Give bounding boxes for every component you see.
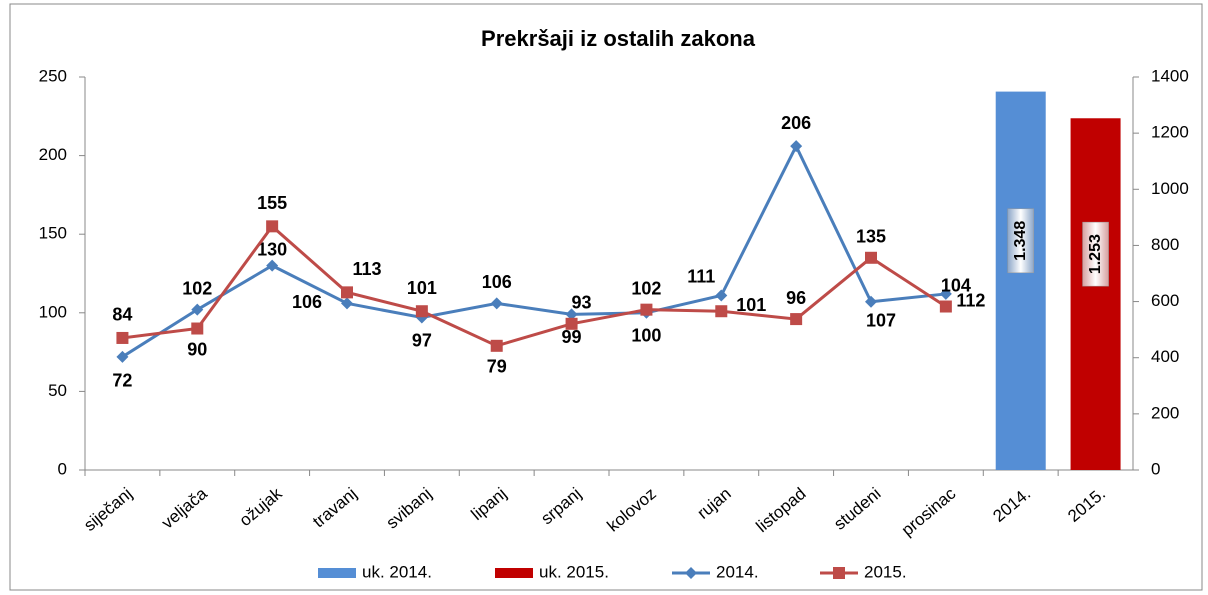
y-tick-label: 150 (39, 224, 67, 243)
marker (341, 286, 353, 299)
x-tick-label: ožujak (236, 484, 286, 530)
line (122, 224, 947, 348)
data-label: 106 (292, 292, 322, 312)
legend-swatch (495, 568, 533, 578)
y-tick-label: 200 (39, 145, 67, 164)
data-label: 101 (407, 278, 437, 298)
y2-tick-label: 1200 (1151, 123, 1189, 142)
data-label: 130 (257, 239, 287, 259)
marker (865, 295, 877, 308)
bar (995, 91, 1046, 471)
marker (565, 317, 578, 330)
marker (715, 305, 728, 318)
data-label: 107 (866, 311, 896, 331)
frame (9, 3, 1203, 591)
data-label: 112 (956, 291, 985, 311)
marker (490, 339, 503, 352)
x-tick-label: svibanj (383, 484, 436, 533)
data-label: 96 (786, 288, 806, 308)
data-label: 101 (736, 295, 766, 315)
x-tick-label: 2014. (989, 484, 1034, 526)
marker (191, 303, 204, 316)
data-label: 99 (562, 327, 582, 347)
legend-marker (685, 567, 697, 579)
marker (939, 300, 952, 313)
y-tick-label: 100 (39, 302, 67, 321)
marker (266, 259, 279, 272)
legend-label: uk. 2014. (362, 562, 432, 581)
legend-swatch (318, 568, 356, 578)
marker (865, 251, 877, 264)
y2-tick-label: 1000 (1151, 179, 1189, 198)
y2-tick-label: 600 (1151, 291, 1179, 310)
data-label: 106 (482, 272, 512, 292)
legend-label: 2014. (716, 562, 759, 581)
bar-label-box (1007, 208, 1034, 274)
x-tick-label: rujan (694, 484, 735, 523)
data-label: 93 (572, 293, 592, 313)
marker (640, 303, 653, 316)
data-label: 102 (631, 278, 661, 298)
line (121, 142, 947, 359)
data-label: 100 (631, 326, 661, 346)
y-tick-label: 250 (39, 66, 67, 85)
y2-tick-label: 800 (1151, 235, 1179, 254)
marker (341, 297, 353, 310)
x-tick-label: prosinac (898, 484, 960, 540)
data-label: 155 (257, 193, 287, 213)
marker (790, 313, 803, 326)
data-label: 102 (182, 278, 212, 298)
data-label: 90 (187, 339, 207, 359)
bar (1070, 118, 1121, 470)
y2-tick-label: 200 (1151, 403, 1179, 422)
y2-tick-label: 0 (1151, 459, 1160, 478)
marker (116, 350, 129, 363)
y2-tick-label: 1400 (1151, 66, 1189, 85)
legend-marker (833, 567, 845, 579)
data-label: 113 (352, 259, 381, 279)
y-tick-label: 0 (58, 459, 67, 478)
marker (939, 287, 952, 300)
data-label: 84 (112, 305, 132, 325)
y-tick-label: 50 (48, 381, 67, 400)
x-tick-label: travanj (309, 484, 360, 531)
marker (266, 220, 279, 233)
marker (790, 140, 803, 153)
data-label: 135 (856, 227, 886, 247)
marker (715, 289, 728, 302)
marker (415, 305, 428, 318)
x-tick-label: srpanj (537, 484, 585, 528)
x-tick-label: veljača (158, 484, 211, 533)
legend-label: uk. 2015. (539, 562, 609, 581)
y2-tick-label: 400 (1151, 347, 1179, 366)
x-tick-label: siječanj (80, 484, 136, 535)
x-tick-label: studeni (830, 484, 884, 534)
x-tick-label: kolovoz (604, 484, 660, 536)
bar-label-box (1082, 221, 1109, 287)
marker (191, 322, 204, 335)
data-label: 104 (941, 275, 971, 295)
marker (490, 297, 503, 310)
data-label: 97 (412, 330, 432, 350)
marker (565, 308, 578, 321)
bar-value-label: 1.348 (1012, 221, 1029, 261)
bar-value-label: 1.253 (1087, 234, 1104, 274)
legend-label: 2015. (864, 562, 907, 581)
chart-title: Prekršaji iz ostalih zakona (481, 26, 756, 51)
data-label: 72 (112, 371, 132, 391)
x-tick-label: 2015. (1064, 484, 1109, 526)
data-label: 206 (781, 113, 811, 133)
x-tick-label: lipanj (468, 484, 511, 524)
x-tick-label: listopad (752, 484, 809, 536)
marker (116, 331, 129, 344)
data-label: 111 (687, 266, 715, 286)
data-label: 79 (487, 357, 507, 377)
